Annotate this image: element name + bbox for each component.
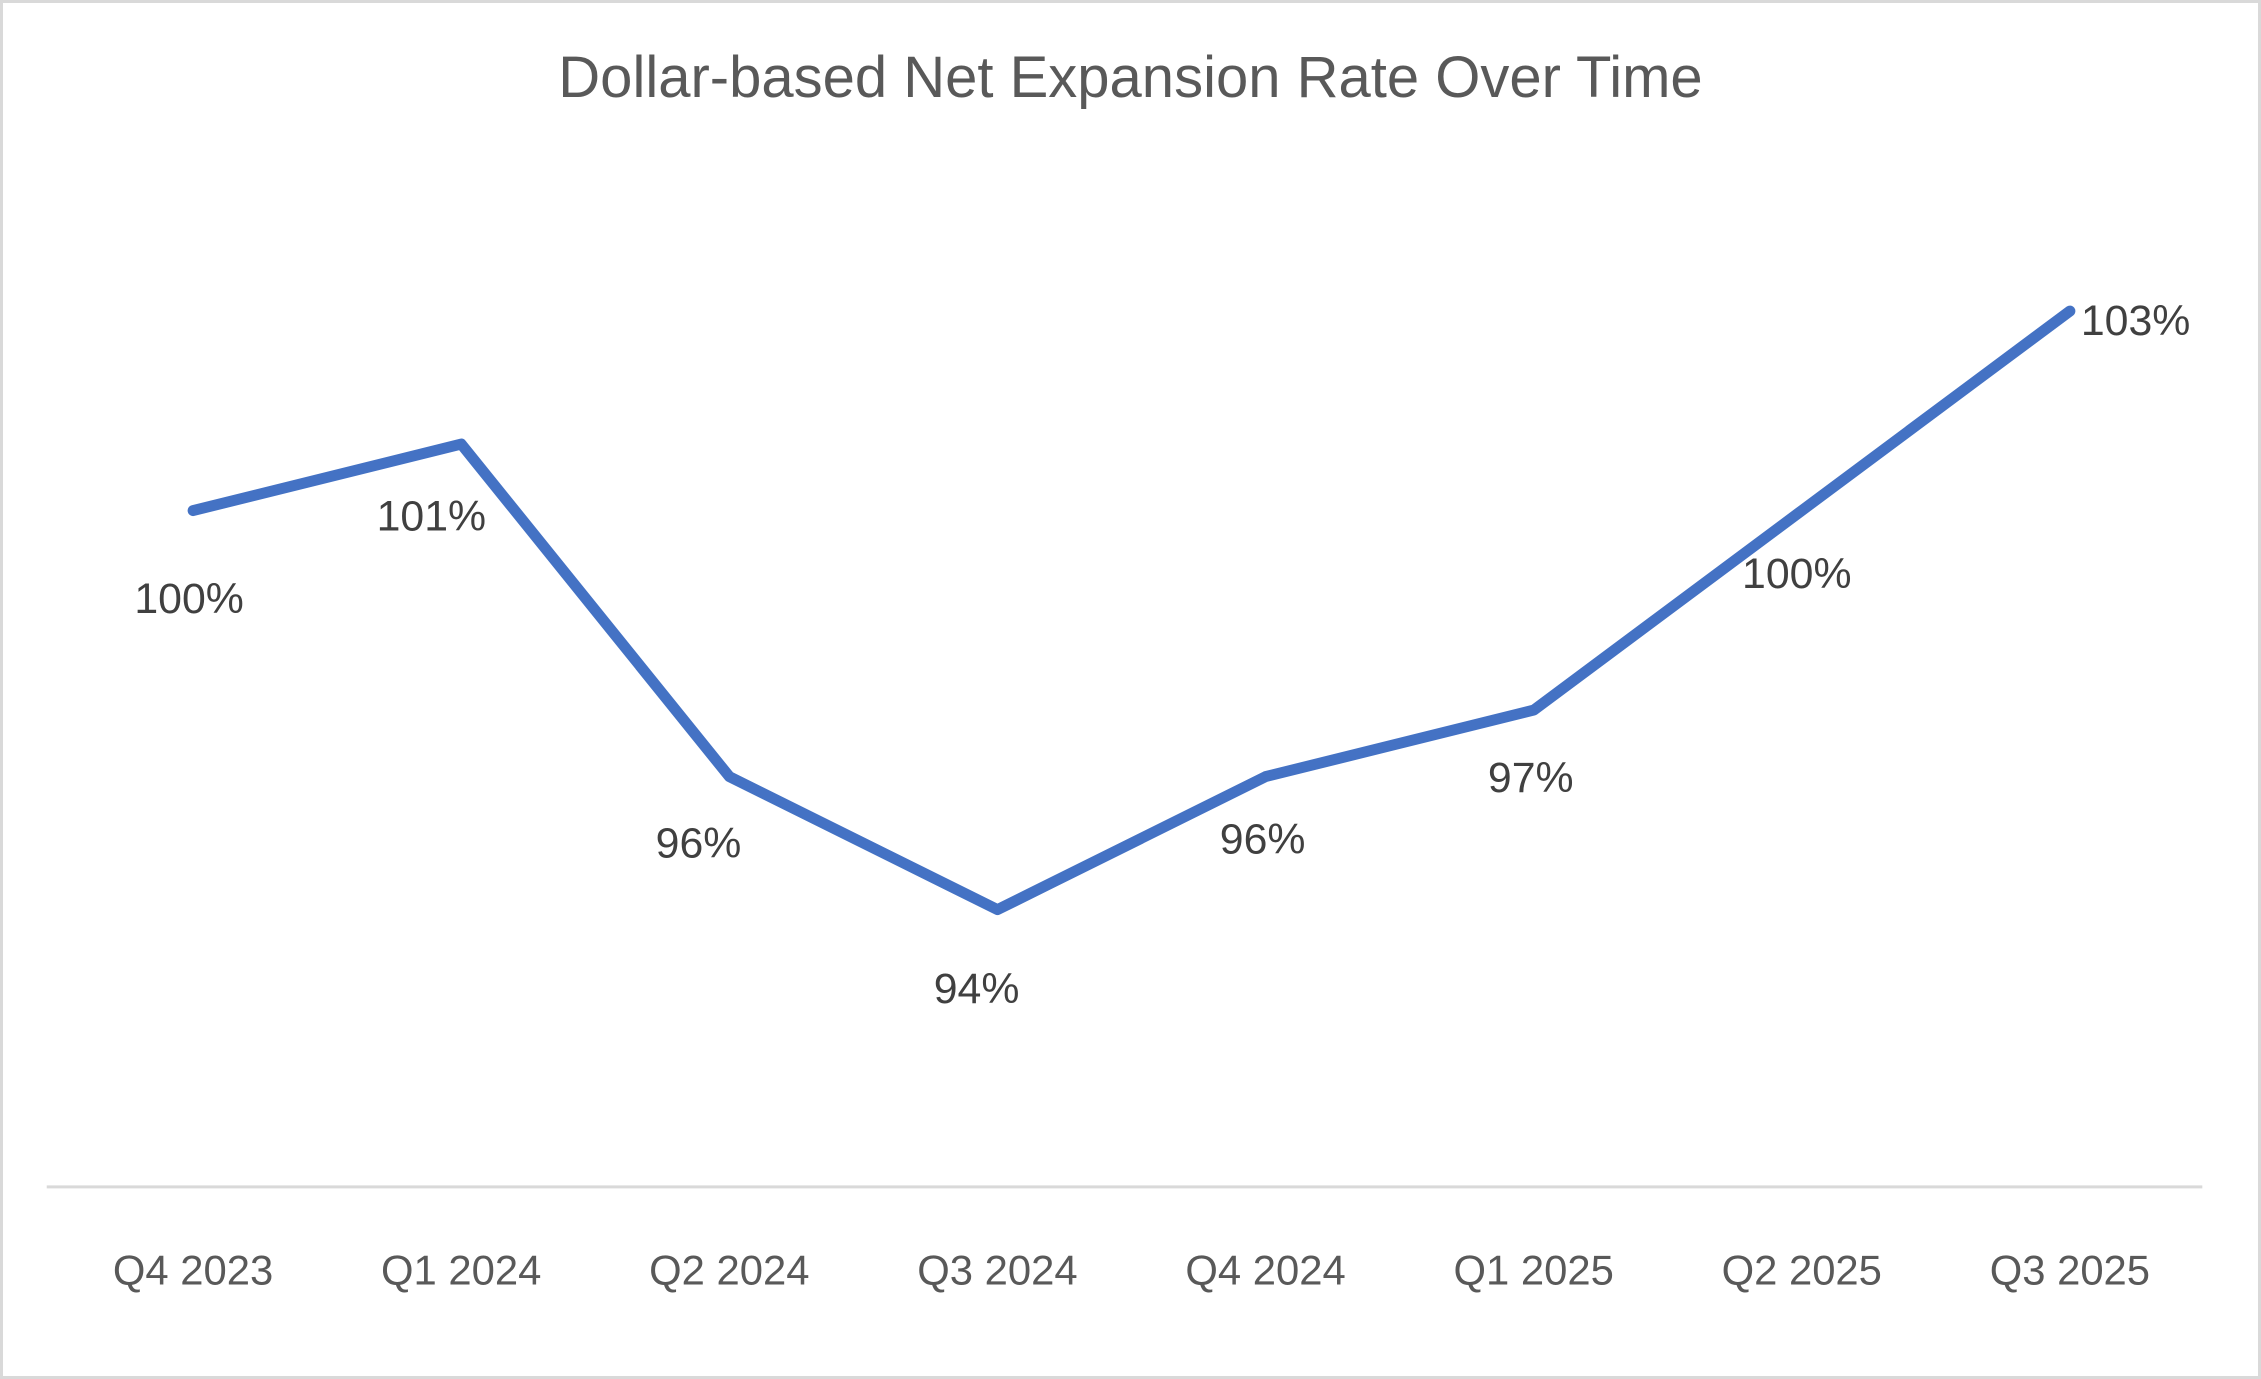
x-axis-label-q4-2023: Q4 2023 [113,1246,273,1293]
data-label-q1-2025: 97% [1488,754,1574,802]
data-label-q3-2024: 94% [934,965,1020,1013]
data-label-q2-2025: 100% [1742,550,1851,598]
data-label-q4-2024: 96% [1220,815,1306,863]
x-axis-label-q1-2024: Q1 2024 [381,1246,541,1293]
x-axis-label-q3-2025: Q3 2025 [1990,1246,2150,1293]
trend-line [187,305,2076,916]
x-axis-label-q4-2024: Q4 2024 [1185,1246,1345,1293]
line-chart: 100% 101% 96% 94% 96% 97% 100% 103% Q4 2023 Q1 20… [46,297,2203,1293]
data-label-q1-2024: 101% [377,493,486,541]
chart-title: Dollar-based Net Expansion Rate Over Tim… [558,45,1703,110]
data-label-q2-2024: 96% [656,819,742,867]
data-label-q3-2025: 103% [2081,297,2190,345]
x-axis-label-q3-2024: Q3 2024 [917,1246,1077,1293]
x-axis-label-q1-2025: Q1 2025 [1454,1246,1614,1293]
x-axis-label-q2-2025: Q2 2025 [1722,1246,1882,1293]
x-axis-label-q2-2024: Q2 2024 [649,1246,809,1293]
data-label-q4-2023: 100% [134,575,243,623]
